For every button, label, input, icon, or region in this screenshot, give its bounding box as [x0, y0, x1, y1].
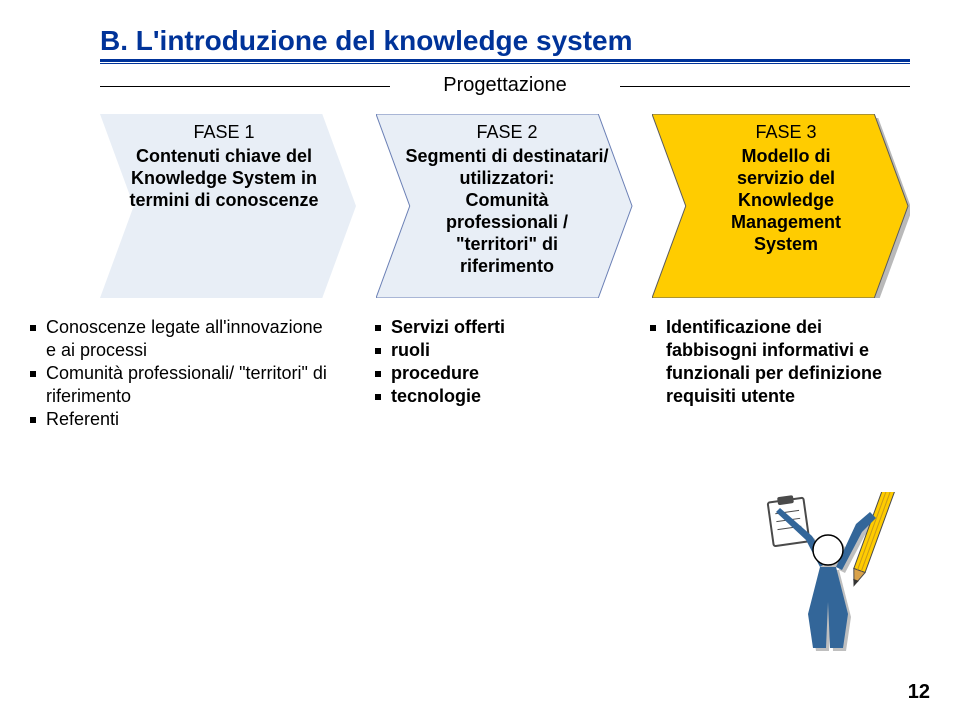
- bullet-dot: [30, 325, 36, 331]
- phase-3-line-3: Management: [686, 212, 886, 234]
- bullet-text: Identificazione dei fabbisogni informati…: [666, 316, 910, 408]
- phase-3-line-1: servizio del: [686, 168, 886, 190]
- bullet-dot: [30, 417, 36, 423]
- phase-2-line-0: Segmenti di destinatari/: [404, 146, 610, 168]
- bullet-c3-0: Identificazione dei fabbisogni informati…: [650, 316, 910, 408]
- underline-thin: [100, 63, 910, 64]
- slide-title: B. L'introduzione del knowledge system: [100, 25, 910, 57]
- page-number: 12: [908, 681, 930, 704]
- phase-3-line-2: Knowledge: [686, 190, 886, 212]
- phase-1-line-0: Contenuti chiave del: [114, 146, 334, 168]
- subtitle-row: Progettazione: [100, 74, 910, 100]
- phase-3: FASE 3 Modello di servizio del Knowledge…: [652, 114, 910, 298]
- bullet-dot: [375, 348, 381, 354]
- bullet-c2-1: ruoli: [375, 339, 605, 362]
- bullets-col-1: Conoscenze legate all'innovazione e ai p…: [30, 316, 330, 431]
- bullet-c2-3: tecnologie: [375, 385, 605, 408]
- phase-1-label: FASE 1: [114, 122, 334, 144]
- phase-2-line-1: utilizzatori:: [404, 168, 610, 190]
- bullet-c1-0: Conoscenze legate all'innovazione e ai p…: [30, 316, 330, 362]
- bullet-text: procedure: [391, 362, 605, 385]
- phase-1-line-2: termini di conoscenze: [114, 190, 334, 212]
- bullet-text: Comunità professionali/ "territori" di r…: [46, 362, 330, 408]
- bullet-dot: [375, 325, 381, 331]
- title-underline: [100, 59, 910, 62]
- subtitle-line-right: [620, 86, 910, 87]
- bullet-c2-0: Servizi offerti: [375, 316, 605, 339]
- phases-row: FASE 1 Contenuti chiave del Knowledge Sy…: [100, 114, 910, 304]
- bullet-dot: [650, 325, 656, 331]
- phase-2-content: FASE 2 Segmenti di destinatari/ utilizza…: [390, 122, 610, 278]
- phase-3-line-0: Modello di: [686, 146, 886, 168]
- phase-2-line-2: Comunità: [404, 190, 610, 212]
- phase-2-line-5: riferimento: [404, 256, 610, 278]
- bullet-text: Conoscenze legate all'innovazione e ai p…: [46, 316, 330, 362]
- phase-3-content: FASE 3 Modello di servizio del Knowledge…: [666, 122, 886, 256]
- phase-3-label: FASE 3: [686, 122, 886, 144]
- bullet-dot: [375, 371, 381, 377]
- phase-2: FASE 2 Segmenti di destinatari/ utilizza…: [376, 114, 634, 298]
- phase-1: FASE 1 Contenuti chiave del Knowledge Sy…: [100, 114, 358, 298]
- bullet-text: tecnologie: [391, 385, 605, 408]
- phase-3-line-4: System: [686, 234, 886, 256]
- pencil-figure-icon: [758, 492, 908, 652]
- phase-1-content: FASE 1 Contenuti chiave del Knowledge Sy…: [114, 122, 334, 212]
- bullet-c2-2: procedure: [375, 362, 605, 385]
- bullet-c1-2: Referenti: [30, 408, 330, 431]
- bullets-col-2: Servizi offerti ruoli procedure tecnolog…: [375, 316, 605, 431]
- slide: B. L'introduzione del knowledge system P…: [0, 0, 960, 722]
- bullets-row: Conoscenze legate all'innovazione e ai p…: [30, 316, 910, 431]
- bullet-dot: [30, 371, 36, 377]
- phase-2-line-4: "territori" di: [404, 234, 610, 256]
- bullet-text: ruoli: [391, 339, 605, 362]
- bullet-dot: [375, 394, 381, 400]
- phase-2-label: FASE 2: [404, 122, 610, 144]
- bullet-c1-1: Comunità professionali/ "territori" di r…: [30, 362, 330, 408]
- phase-2-line-3: professionali /: [404, 212, 610, 234]
- bullets-col-3: Identificazione dei fabbisogni informati…: [650, 316, 910, 431]
- subtitle-line-left: [100, 86, 390, 87]
- subtitle-label: Progettazione: [433, 74, 576, 97]
- bullet-text: Servizi offerti: [391, 316, 605, 339]
- bullet-text: Referenti: [46, 408, 330, 431]
- phase-1-line-1: Knowledge System in: [114, 168, 334, 190]
- figure-head: [813, 535, 843, 565]
- underline-thick: [100, 59, 910, 62]
